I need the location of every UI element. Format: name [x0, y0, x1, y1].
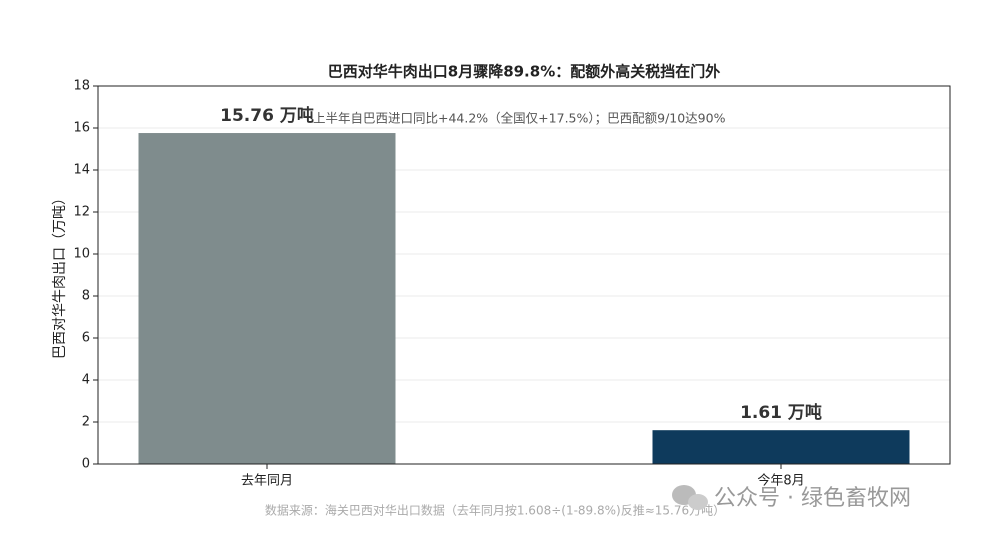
y-tick-label: 6 [82, 331, 90, 346]
watermark-icon [672, 485, 708, 510]
y-tick-label: 16 [73, 121, 90, 136]
y-tick-label: 4 [82, 373, 90, 388]
source-note: 数据来源：海关巴西对华出口数据（去年同月按1.608÷(1-89.8%)反推≈1… [265, 503, 725, 518]
y-tick-label: 14 [73, 163, 90, 178]
x-tick-label: 今年8月 [757, 473, 804, 489]
watermark: 公众号 · 绿色畜牧网 [714, 486, 911, 511]
y-tick-label: 0 [82, 457, 90, 472]
data-label: 1.61 万吨 [740, 402, 822, 423]
data-label: 15.76 万吨 [220, 105, 314, 126]
y-tick-label: 10 [73, 247, 90, 262]
y-tick-label: 2 [82, 415, 90, 430]
y-tick-label: 18 [73, 79, 90, 94]
bar [652, 430, 910, 464]
y-axis-label: 巴西对华牛肉出口（万吨） [52, 191, 68, 359]
annotation: 上半年自巴西进口同比+44.2%（全国仅+17.5%）；巴西配额9/10达90% [313, 111, 726, 126]
plot-frame [97, 85, 951, 465]
chart-title: 巴西对华牛肉出口8月骤降89.8%：配额外高关税挡在门外 [328, 63, 720, 81]
y-tick-label: 8 [82, 289, 90, 304]
y-tick-label: 12 [73, 205, 90, 220]
x-tick-label: 去年同月 [241, 474, 293, 489]
bar [138, 133, 396, 465]
